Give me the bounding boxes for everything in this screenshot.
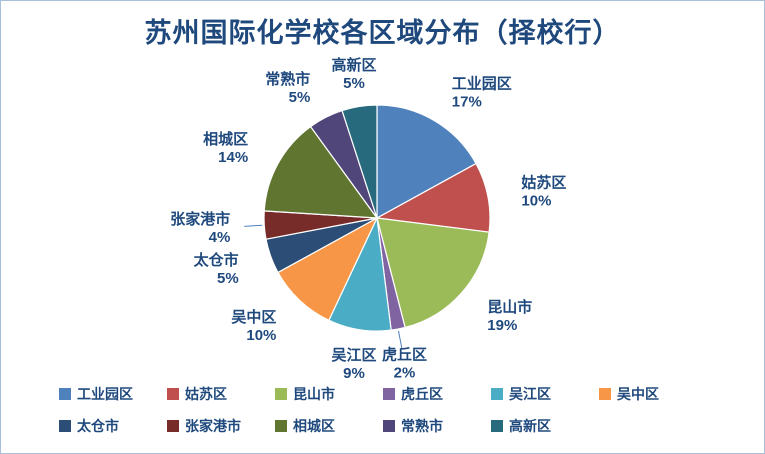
slice-label-percent: 4% bbox=[209, 229, 231, 246]
legend-label: 相城区 bbox=[293, 418, 335, 434]
legend-label: 太仓市 bbox=[77, 418, 119, 434]
legend-swatch bbox=[275, 388, 287, 400]
legend-swatch bbox=[491, 388, 503, 400]
legend-label: 工业园区 bbox=[77, 386, 133, 402]
legend-swatch bbox=[599, 388, 611, 400]
slice-label-name: 太仓市 bbox=[194, 251, 239, 269]
legend-item: 吴江区 bbox=[491, 384, 599, 404]
slice-label: 太仓市 5% bbox=[194, 251, 239, 287]
legend-label: 昆山市 bbox=[293, 386, 335, 402]
legend-swatch bbox=[167, 388, 179, 400]
legend-item: 姑苏区 bbox=[167, 384, 275, 404]
slice-label-percent: 9% bbox=[343, 365, 365, 382]
legend-swatch bbox=[59, 420, 71, 432]
pie-slice-10 bbox=[341, 104, 378, 219]
slice-label-percent: 2% bbox=[394, 364, 416, 381]
slice-label-name: 张家港市 bbox=[170, 210, 230, 228]
slice-label: 常熟市 5% bbox=[265, 70, 310, 106]
slice-label-name: 常熟市 bbox=[265, 70, 310, 88]
legend-label: 张家港市 bbox=[185, 418, 241, 434]
slice-label-percent: 10% bbox=[521, 193, 551, 210]
pie-slice-1 bbox=[375, 162, 491, 233]
legend-label: 姑苏区 bbox=[185, 386, 227, 402]
slice-label-percent: 17% bbox=[452, 94, 482, 111]
slice-label: 姑苏区 10% bbox=[521, 174, 566, 210]
slice-label-percent: 10% bbox=[246, 327, 276, 344]
legend-label: 高新区 bbox=[509, 418, 551, 434]
legend-swatch bbox=[491, 420, 503, 432]
leader-line bbox=[398, 330, 403, 349]
slice-label-percent: 14% bbox=[218, 149, 248, 166]
slice-label-name: 吴中区 bbox=[231, 308, 276, 326]
slice-label-name: 姑苏区 bbox=[521, 174, 566, 192]
slice-label: 吴中区 10% bbox=[231, 308, 276, 344]
slice-label-name: 高新区 bbox=[331, 56, 376, 74]
legend-item: 高新区 bbox=[491, 416, 599, 436]
pie-slice-5 bbox=[277, 216, 379, 322]
legend-item: 工业园区 bbox=[59, 384, 167, 404]
pie-slice-8 bbox=[263, 125, 379, 219]
slice-label-name: 工业园区 bbox=[452, 76, 512, 93]
pie-chart-canvas: 工业园区 17%姑苏区 10%昆山市 19%虎丘区 2%吴江区 9%吴中区 10%太仓市 5%… bbox=[170, 56, 566, 382]
legend-item: 常熟市 bbox=[383, 416, 491, 436]
legend-swatch bbox=[59, 388, 71, 400]
pie-slice-0 bbox=[376, 104, 477, 220]
chart-title: 苏州国际化学校各区域分布（择校行） bbox=[144, 18, 621, 48]
slice-label-name: 相城区 bbox=[203, 130, 248, 148]
pie-slice-2 bbox=[376, 217, 490, 329]
leader-line bbox=[244, 224, 263, 227]
slice-label: 吴江区 9% bbox=[331, 346, 376, 382]
legend-swatch bbox=[275, 420, 287, 432]
slice-label-percent: 5% bbox=[343, 75, 365, 92]
slice-label: 工业园区 17% bbox=[452, 76, 512, 111]
slice-label-name: 昆山市 bbox=[487, 298, 532, 316]
chart-legend: 工业园区 姑苏区 昆山市 虎丘区 吴江区 吴中区太仓市 张家港市 相城区 常熟市 高新区 bbox=[59, 384, 707, 436]
legend-label: 吴中区 bbox=[617, 386, 659, 402]
slice-label: 张家港市 4% bbox=[170, 210, 230, 246]
legend-item: 太仓市 bbox=[59, 416, 167, 436]
legend-label: 吴江区 bbox=[509, 386, 551, 402]
slice-label-percent: 19% bbox=[487, 317, 517, 334]
slice-label: 相城区 14% bbox=[203, 130, 248, 166]
legend-item: 相城区 bbox=[275, 416, 383, 436]
legend-item: 昆山市 bbox=[275, 384, 383, 404]
legend-label: 虎丘区 bbox=[401, 386, 443, 402]
slice-label-percent: 5% bbox=[217, 270, 239, 287]
slice-label-name: 吴江区 bbox=[331, 346, 376, 364]
legend-swatch bbox=[167, 420, 179, 432]
legend-item: 吴中区 bbox=[599, 384, 707, 404]
slice-label-percent: 5% bbox=[289, 89, 311, 106]
legend-item: 虎丘区 bbox=[383, 384, 491, 404]
slice-label: 昆山市 19% bbox=[487, 298, 532, 334]
slice-label-name: 虎丘区 bbox=[382, 345, 427, 363]
legend-swatch bbox=[383, 388, 395, 400]
slice-label: 虎丘区 2% bbox=[382, 345, 427, 381]
legend-swatch bbox=[383, 420, 395, 432]
legend-item: 张家港市 bbox=[167, 416, 275, 436]
legend-label: 常熟市 bbox=[401, 418, 443, 434]
slice-label: 高新区 5% bbox=[331, 56, 376, 92]
